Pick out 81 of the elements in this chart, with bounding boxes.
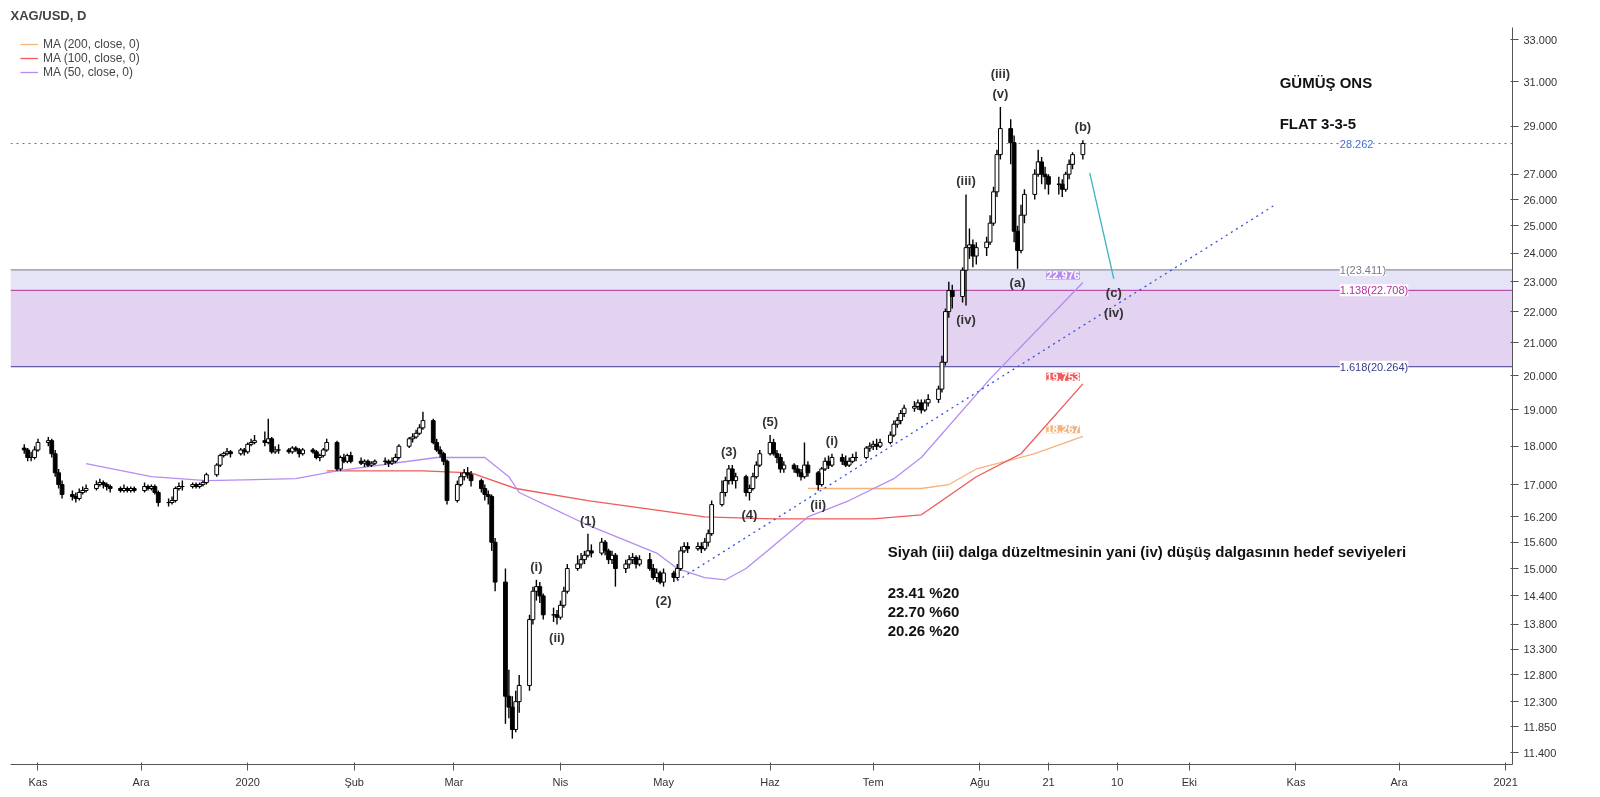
y-tick-label: 22.000 <box>1523 305 1558 318</box>
y-tick-label: 21.000 <box>1523 336 1558 349</box>
annotation: (iv) <box>956 311 976 327</box>
annotation: 20.26 %20 <box>887 621 960 639</box>
y-tick-label: 24.000 <box>1523 247 1558 260</box>
annotation: 23.41 %20 <box>887 583 960 601</box>
legend-label: MA (50, close, 0) <box>43 65 134 79</box>
y-tick-label: 13.300 <box>1523 643 1558 656</box>
legend-label: MA (200, close, 0) <box>43 37 140 51</box>
candlestick <box>1039 156 1045 185</box>
annotation: 22.70 %60 <box>887 602 960 620</box>
y-tick-label: 17.000 <box>1523 478 1558 491</box>
x-tick-label: 21 <box>1042 775 1055 788</box>
candlestick <box>949 284 955 310</box>
y-tick-label: 27.000 <box>1523 168 1558 181</box>
annotation: (i) <box>530 558 543 574</box>
annotation: (ii) <box>549 630 565 646</box>
annotation: 18.267 <box>1046 423 1080 436</box>
candlestick <box>815 470 821 492</box>
annotation: 19.753 <box>1046 370 1080 383</box>
annotation: (v) <box>992 86 1009 102</box>
x-tick-label: 2021 <box>1493 775 1518 788</box>
candlestick <box>1080 139 1086 161</box>
legend-label: MA (100, close, 0) <box>43 51 140 65</box>
y-tick-label: 26.000 <box>1523 193 1558 206</box>
y-tick-label: 25.000 <box>1523 219 1558 232</box>
annotation: (iii) <box>990 66 1011 82</box>
x-tick-label: Mar <box>444 775 464 788</box>
annotation: (3) <box>720 444 737 460</box>
candlestick <box>262 430 268 447</box>
y-tick-label: 20.000 <box>1523 369 1558 382</box>
x-tick-label: 2020 <box>235 775 260 788</box>
y-tick-label: 29.000 <box>1523 120 1558 133</box>
x-tick-label: Şub <box>344 775 364 788</box>
chart-title: XAG/USD, D <box>10 7 87 23</box>
annotation: (1) <box>579 512 596 528</box>
x-tick-label: Ara <box>132 775 151 788</box>
y-tick-label: 15.000 <box>1523 562 1558 575</box>
annotation: (2) <box>655 592 672 608</box>
y-tick-label: 12.800 <box>1523 668 1558 681</box>
annotation: (b) <box>1074 119 1092 135</box>
x-tick-label: Kas <box>28 775 48 788</box>
annotation: (4) <box>741 506 758 522</box>
y-tick-label: 12.300 <box>1523 695 1558 708</box>
annotation: (ii) <box>810 496 827 512</box>
y-tick-label: 33.000 <box>1523 33 1558 46</box>
annotation: (i) <box>825 432 839 448</box>
ref-line-label: 1.618(20.264) <box>1339 360 1409 373</box>
annotation: (5) <box>762 414 779 430</box>
y-tick-label: 23.000 <box>1523 275 1558 288</box>
ref-line-label: 1.138(22.708) <box>1339 284 1409 297</box>
annotation: 22.976 <box>1046 269 1080 282</box>
annotation: (a) <box>1009 274 1026 290</box>
y-tick-label: 15.600 <box>1523 536 1558 549</box>
x-tick-label: Tem <box>862 775 884 788</box>
y-tick-label: 11.400 <box>1523 746 1557 759</box>
line-series <box>807 435 1084 490</box>
annotation: Siyah (iii) dalga düzeltmesinin yani (iv) düşüş dalgasının hedef seviyeleri <box>887 543 1407 561</box>
ref-line-label: 1(23.411) <box>1339 263 1387 276</box>
x-tick-label: Haz <box>760 775 780 788</box>
y-tick-label: 19.000 <box>1523 403 1558 416</box>
annotation: (iv) <box>1104 304 1124 320</box>
annotation: GÜMÜŞ ONS <box>1279 74 1373 92</box>
ref-line-label: 28.262 <box>1339 137 1374 150</box>
y-tick-label: 14.400 <box>1523 589 1558 602</box>
annotation: FLAT 3-3-5 <box>1279 114 1357 132</box>
x-tick-label: Nis <box>552 775 569 788</box>
candlestick <box>554 609 560 626</box>
candlestick <box>719 479 725 508</box>
y-tick-label: 18.000 <box>1523 440 1558 453</box>
x-tick-label: Ağu <box>969 775 990 788</box>
y-tick-label: 11.850 <box>1523 720 1557 733</box>
x-tick-label: Eki <box>1181 775 1198 788</box>
x-tick-label: Ara <box>1390 775 1409 788</box>
annotation: (iii) <box>956 173 976 189</box>
y-tick-label: 16.200 <box>1523 510 1558 523</box>
x-tick-label: May <box>653 775 675 788</box>
x-tick-label: Kas <box>1286 775 1306 788</box>
x-tick-label: 10 <box>1111 775 1124 788</box>
y-tick-label: 31.000 <box>1523 75 1558 88</box>
y-tick-label: 13.800 <box>1523 618 1558 631</box>
